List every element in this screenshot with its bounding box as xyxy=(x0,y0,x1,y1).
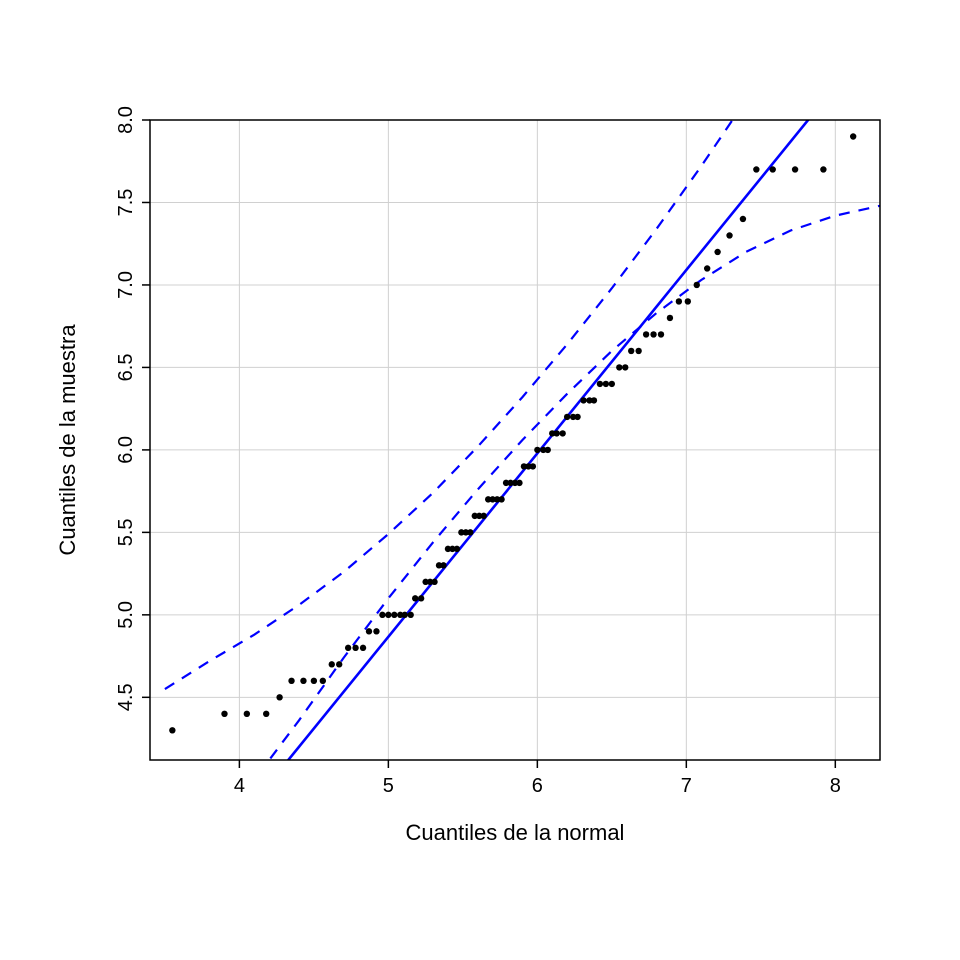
qq-plot: 4 5 6 7 8 4.5 5.0 5.5 6.0 6.5 7.0 7.5 8.0 Cuantiles d… xyxy=(0,0,960,960)
x-tick-label: 4 xyxy=(234,775,245,797)
x-axis-label: Cuantiles de la normal xyxy=(406,820,625,845)
y-tick-label: 6.5 xyxy=(115,354,137,382)
x-tick-label: 6 xyxy=(532,775,543,797)
y-axis-label: Cuantiles de la muestra xyxy=(55,324,80,556)
x-tick-label: 8 xyxy=(830,775,841,797)
x-tick-label: 5 xyxy=(383,775,394,797)
y-tick-label: 4.5 xyxy=(115,683,137,711)
y-tick-label: 5.0 xyxy=(115,601,137,629)
y-tick-label: 8.0 xyxy=(115,106,137,134)
y-tick-label: 6.0 xyxy=(115,436,137,464)
x-tick-label: 7 xyxy=(681,775,692,797)
y-tick-label: 7.5 xyxy=(115,189,137,217)
y-tick-label: 5.5 xyxy=(115,518,137,546)
y-tick-label: 7.0 xyxy=(115,271,137,299)
